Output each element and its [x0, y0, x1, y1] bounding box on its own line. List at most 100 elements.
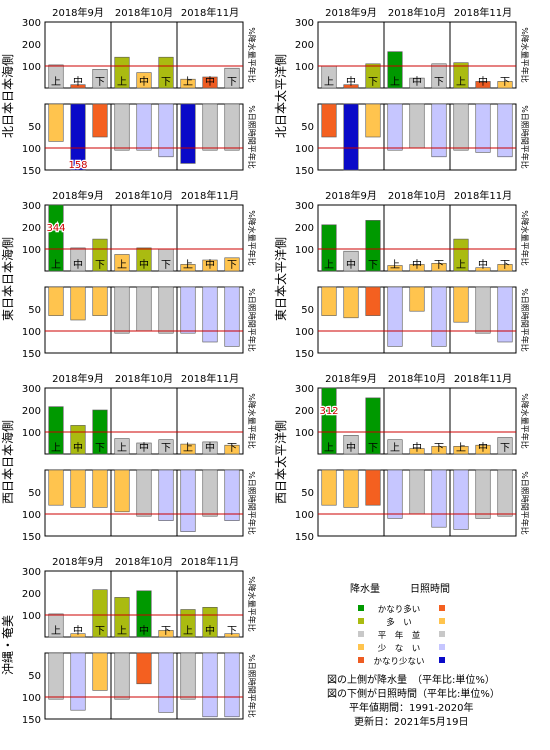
sun-bar [158, 286, 174, 334]
sun-bar [387, 469, 403, 519]
legend-swatch-sun-normal [439, 631, 445, 637]
precip-bar [475, 267, 491, 272]
sun-bar [365, 286, 381, 316]
month-label: 2018年10月 [388, 189, 446, 202]
legend-swatch-precip-normal [358, 631, 364, 637]
chart-4: 2018年9月 2018年10月 2018年11月100200300上中下上中下上中… [273, 189, 530, 360]
category-label: 中 [73, 441, 83, 454]
precip-axis-title: %降水量平年比 [247, 576, 257, 632]
sun-bar [70, 652, 86, 711]
precip-bar [114, 597, 130, 638]
note-normal-period: 平年値期間：1991-2020年 [349, 703, 474, 714]
sun-bar [321, 469, 337, 506]
category-label: 上 [117, 259, 127, 271]
sun-tick-label: 100 [22, 693, 41, 704]
precip-bar [48, 64, 64, 89]
precip-bar [70, 633, 86, 638]
precip-bar [497, 81, 513, 89]
month-label: 2018年11月 [454, 6, 512, 19]
category-label: 中 [205, 75, 215, 88]
category-label: 下 [161, 77, 171, 88]
precip-bar [48, 613, 64, 638]
sun-bar [202, 103, 218, 151]
category-label: 中 [205, 624, 215, 637]
sun-axis-title: %日照時間平年比 [247, 471, 257, 535]
category-label: 上 [456, 259, 466, 271]
month-label: 2018年10月 [388, 372, 446, 385]
sun-bar [114, 469, 130, 513]
chart-5: 2018年9月 2018年10月 2018年11月100200300上中下上中下上中… [0, 372, 257, 543]
sun-tick-label: 50 [28, 122, 41, 133]
precip-bar [48, 204, 64, 272]
sun-bar [114, 652, 130, 700]
sun-bar [497, 103, 513, 158]
precip-tick-label: 300 [22, 567, 41, 578]
sun-tick-label: 150 [22, 532, 41, 543]
precip-bar [409, 448, 425, 455]
precip-bar [321, 224, 337, 272]
sun-tick-label: 50 [28, 305, 41, 316]
note-updated: 更新日：2021年5月19日 [354, 717, 469, 728]
category-label: 中 [412, 75, 422, 88]
category-label: 中 [412, 441, 422, 454]
region-title: 沖縄・奄美 [0, 615, 15, 675]
precip-bar [70, 84, 86, 89]
sun-bar [180, 103, 196, 164]
value-label: 312 [319, 406, 338, 417]
precip-bar [180, 264, 196, 272]
sun-bar [202, 469, 218, 517]
legend-swatch-precip-above [358, 618, 364, 624]
sun-bar [92, 286, 108, 316]
category-label: 下 [95, 77, 105, 88]
category-label: 中 [139, 441, 149, 454]
precip-axis-title: %降水量平年比 [247, 27, 257, 83]
precip-bar [475, 444, 491, 455]
precip-bar [114, 56, 130, 89]
sun-bar [48, 652, 64, 700]
category-label: 中 [478, 75, 488, 88]
precip-bar [453, 238, 469, 272]
category-label: 中 [139, 258, 149, 271]
legend-label-above: 多 い [386, 618, 412, 628]
sun-bar [387, 103, 403, 151]
precip-bar [224, 67, 240, 89]
month-label: 2018年9月 [52, 6, 104, 19]
precip-bar [409, 264, 425, 272]
sun-axis-title: %日照時間平年比 [520, 288, 530, 352]
precip-bar [136, 442, 152, 455]
month-label: 2018年9月 [52, 555, 104, 568]
sun-bar [136, 103, 152, 151]
category-label: 中 [205, 441, 215, 454]
sun-axis-title: %日照時間平年比 [520, 105, 530, 169]
precip-bar [343, 84, 359, 89]
month-label: 2018年9月 [52, 189, 104, 202]
category-label: 下 [227, 443, 237, 454]
legend-label-much-above: かなり多い [377, 605, 421, 615]
precip-bar [475, 81, 491, 89]
month-label: 2018年10月 [388, 6, 446, 19]
precip-tick-label: 200 [22, 589, 41, 600]
category-label: 下 [368, 77, 378, 88]
sun-tick-label: 150 [295, 532, 314, 543]
chart-6: 2018年9月 2018年10月 2018年11月100200300上中下上中下上中… [273, 372, 530, 543]
precip-bar [180, 609, 196, 638]
sun-bar [48, 286, 64, 316]
region-title: 東日本日本海側 [0, 237, 15, 321]
sun-tick-label: 150 [22, 166, 41, 177]
precip-bar [387, 51, 403, 89]
category-label: 上 [51, 259, 61, 271]
note-precipitation: 図の上側が降水量 （平年比:単位%） [327, 675, 495, 686]
sun-bar [136, 469, 152, 517]
precip-bar [202, 441, 218, 455]
precip-bar [114, 254, 130, 272]
precip-bar [136, 247, 152, 272]
sun-bar [497, 469, 513, 517]
sun-bar [431, 103, 447, 158]
sun-bar [48, 469, 64, 506]
category-label: 上 [117, 442, 127, 454]
sun-bar [409, 286, 425, 312]
legend-label-much-below: かなり少ない [373, 657, 425, 667]
precip-bar [224, 257, 240, 272]
precip-bar [387, 265, 403, 272]
value-label: 344 [46, 223, 65, 234]
